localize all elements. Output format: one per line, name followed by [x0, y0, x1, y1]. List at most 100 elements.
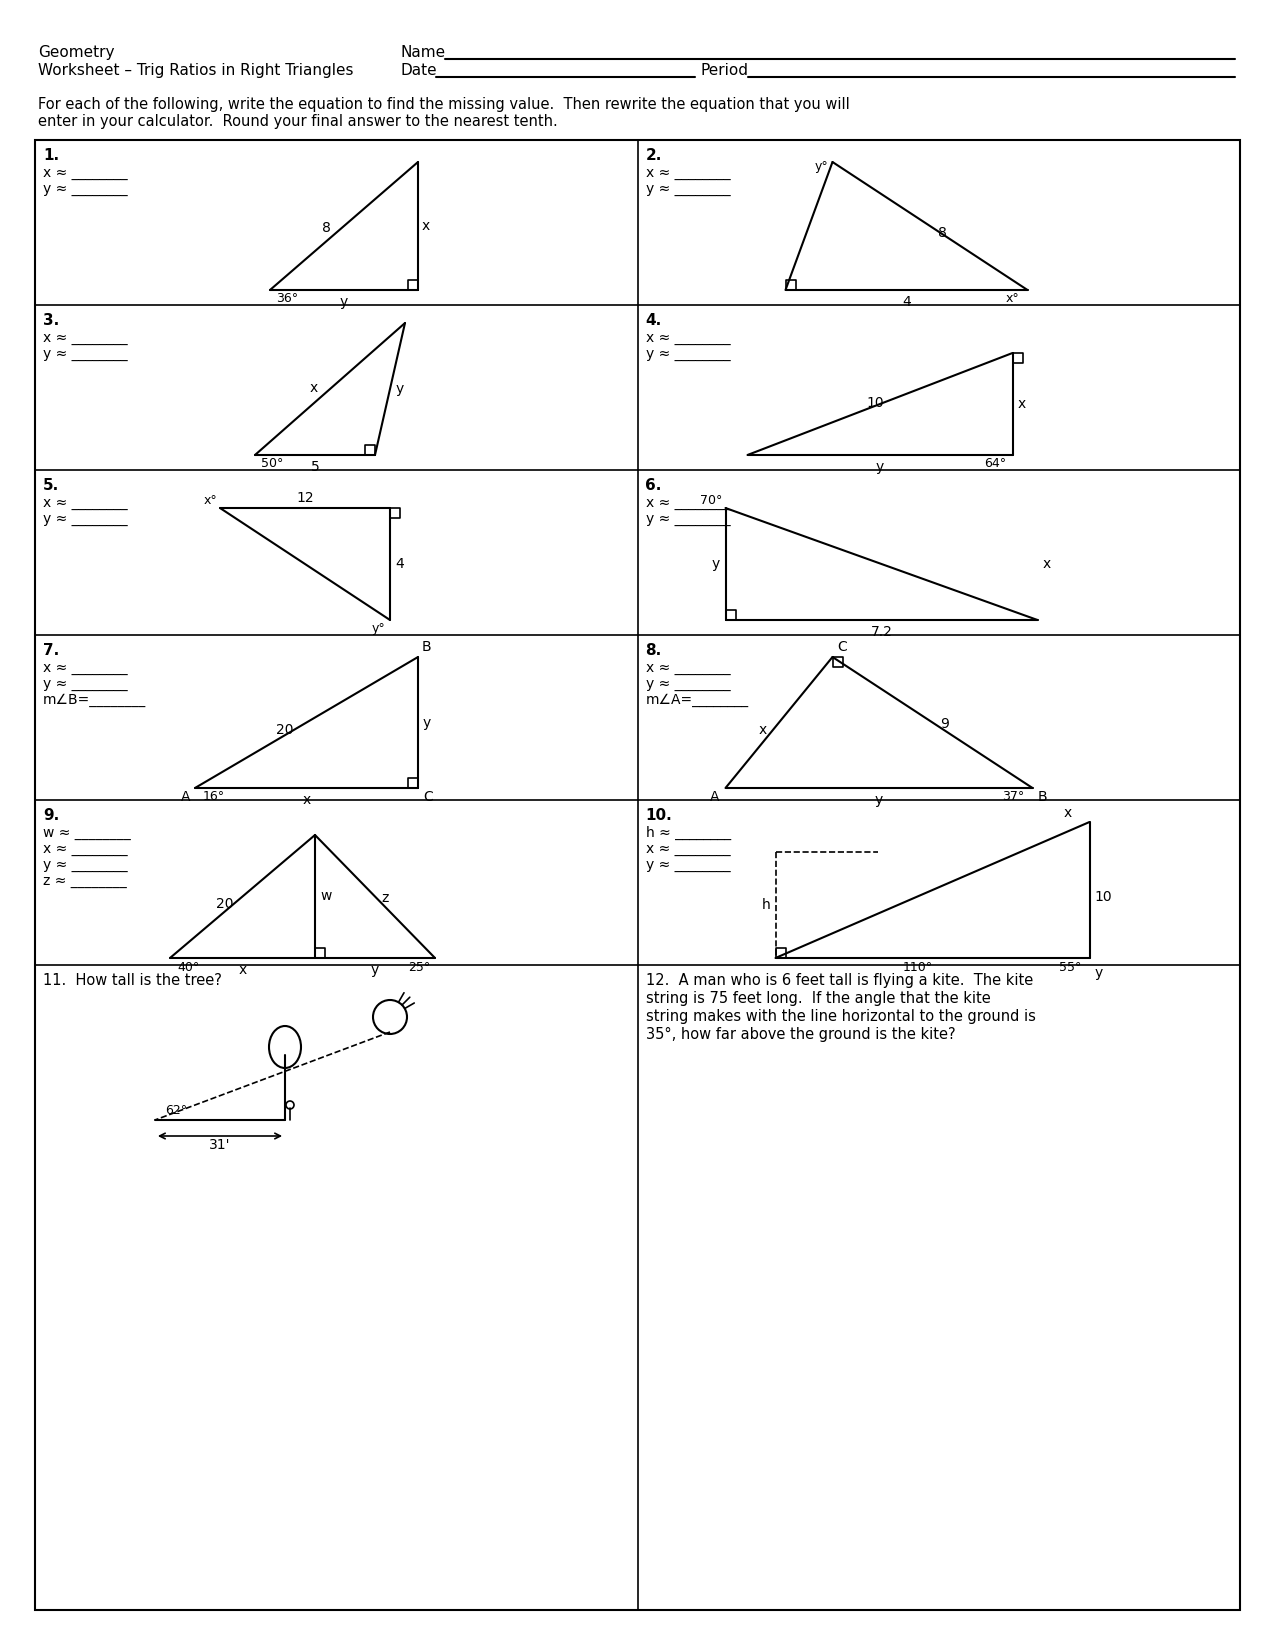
- Text: string makes with the line horizontal to the ground is: string makes with the line horizontal to…: [645, 1010, 1035, 1025]
- Text: y ≈ ________: y ≈ ________: [645, 858, 731, 871]
- Text: x: x: [759, 723, 768, 736]
- Text: Name: Name: [400, 45, 445, 59]
- Text: Date: Date: [400, 63, 436, 78]
- Text: h ≈ ________: h ≈ ________: [645, 827, 731, 840]
- Text: 64°: 64°: [984, 457, 1006, 470]
- Text: B: B: [1038, 790, 1047, 804]
- Text: 20: 20: [215, 896, 233, 911]
- Text: 1.: 1.: [43, 148, 59, 163]
- Text: 36°: 36°: [275, 292, 298, 305]
- Text: 37°: 37°: [1002, 790, 1025, 804]
- Text: y ≈ ________: y ≈ ________: [43, 676, 128, 691]
- Text: For each of the following, write the equation to find the missing value.  Then r: For each of the following, write the equ…: [38, 97, 849, 112]
- Text: y ≈ ________: y ≈ ________: [43, 512, 128, 526]
- Text: 5: 5: [311, 460, 319, 474]
- Text: y: y: [371, 964, 379, 977]
- Text: x: x: [1017, 398, 1026, 411]
- Text: 8: 8: [321, 221, 330, 234]
- Text: y: y: [340, 295, 348, 309]
- Text: 55°: 55°: [1060, 960, 1081, 974]
- Text: 50°: 50°: [261, 457, 283, 470]
- Text: C: C: [838, 640, 848, 653]
- Text: y: y: [397, 383, 404, 396]
- Text: x: x: [1063, 805, 1071, 820]
- Text: y ≈ ________: y ≈ ________: [645, 676, 731, 691]
- Text: w ≈ ________: w ≈ ________: [43, 827, 131, 840]
- Text: z: z: [381, 891, 389, 906]
- Text: 4.: 4.: [645, 314, 662, 328]
- Text: y ≈ ________: y ≈ ________: [645, 346, 731, 361]
- Text: 40°: 40°: [177, 960, 199, 974]
- Text: 35°, how far above the ground is the kite?: 35°, how far above the ground is the kit…: [645, 1026, 955, 1043]
- Text: x ≈ ________: x ≈ ________: [43, 167, 128, 180]
- Text: Worksheet – Trig Ratios in Right Triangles: Worksheet – Trig Ratios in Right Triangl…: [38, 63, 353, 78]
- Text: 4: 4: [903, 295, 910, 309]
- Text: 20: 20: [275, 723, 293, 736]
- Text: y: y: [711, 558, 719, 571]
- Text: 16°: 16°: [203, 790, 226, 804]
- Text: 8: 8: [938, 226, 947, 239]
- Text: 25°: 25°: [408, 960, 430, 974]
- Text: A: A: [181, 790, 190, 804]
- Text: B: B: [422, 640, 432, 653]
- Text: y°: y°: [371, 622, 385, 635]
- Text: y: y: [875, 794, 884, 807]
- Text: Period: Period: [700, 63, 748, 78]
- Text: enter in your calculator.  Round your final answer to the nearest tenth.: enter in your calculator. Round your fin…: [38, 114, 557, 129]
- Text: x ≈ ________: x ≈ ________: [645, 497, 731, 510]
- Text: x: x: [1043, 558, 1051, 571]
- Bar: [34, 140, 1241, 1610]
- Text: h: h: [761, 898, 770, 912]
- Text: x°: x°: [1006, 292, 1020, 305]
- Text: x: x: [302, 794, 311, 807]
- Text: 31': 31': [209, 1138, 231, 1152]
- Text: 62°: 62°: [164, 1104, 187, 1117]
- Text: y°: y°: [815, 160, 829, 173]
- Text: y: y: [423, 716, 431, 729]
- Text: 70°: 70°: [700, 493, 723, 507]
- Text: x ≈ ________: x ≈ ________: [43, 662, 128, 675]
- Text: 7.2: 7.2: [871, 625, 892, 639]
- Text: 10.: 10.: [645, 808, 672, 823]
- Text: 12.  A man who is 6 feet tall is flying a kite.  The kite: 12. A man who is 6 feet tall is flying a…: [645, 974, 1033, 988]
- Text: 10: 10: [1094, 889, 1112, 904]
- Text: string is 75 feet long.  If the angle that the kite: string is 75 feet long. If the angle tha…: [645, 992, 991, 1006]
- Text: 4: 4: [395, 558, 404, 571]
- Text: y ≈ ________: y ≈ ________: [43, 858, 128, 871]
- Text: 7.: 7.: [43, 644, 59, 658]
- Text: y: y: [876, 460, 884, 474]
- Text: x°: x°: [203, 493, 217, 507]
- Text: y ≈ ________: y ≈ ________: [43, 182, 128, 196]
- Text: m∠A=________: m∠A=________: [645, 693, 748, 706]
- Text: x: x: [238, 964, 246, 977]
- Text: 12: 12: [296, 492, 314, 505]
- Text: 3.: 3.: [43, 314, 59, 328]
- Text: x ≈ ________: x ≈ ________: [43, 842, 128, 856]
- Text: A: A: [709, 790, 719, 804]
- Text: x ≈ ________: x ≈ ________: [645, 167, 731, 180]
- Text: 11.  How tall is the tree?: 11. How tall is the tree?: [43, 974, 222, 988]
- Text: x ≈ ________: x ≈ ________: [645, 842, 731, 856]
- Text: z ≈ ________: z ≈ ________: [43, 874, 126, 888]
- Text: x ≈ ________: x ≈ ________: [645, 662, 731, 675]
- Text: x ≈ ________: x ≈ ________: [645, 332, 731, 345]
- Text: y ≈ ________: y ≈ ________: [645, 512, 731, 526]
- Text: x: x: [422, 219, 430, 233]
- Text: y ≈ ________: y ≈ ________: [43, 346, 128, 361]
- Text: 9.: 9.: [43, 808, 59, 823]
- Text: 9: 9: [941, 718, 950, 731]
- Text: 10: 10: [866, 396, 884, 409]
- Text: 110°: 110°: [903, 960, 932, 974]
- Text: x: x: [310, 381, 317, 394]
- Text: 5.: 5.: [43, 478, 59, 493]
- Text: w: w: [320, 889, 332, 904]
- Text: 8.: 8.: [645, 644, 662, 658]
- Text: 6.: 6.: [645, 478, 662, 493]
- Text: m∠B=________: m∠B=________: [43, 693, 147, 706]
- Text: C: C: [423, 790, 432, 804]
- Text: y: y: [1094, 965, 1103, 980]
- Text: y ≈ ________: y ≈ ________: [645, 182, 731, 196]
- Text: Geometry: Geometry: [38, 45, 115, 59]
- Text: x ≈ ________: x ≈ ________: [43, 332, 128, 345]
- Text: 2.: 2.: [645, 148, 662, 163]
